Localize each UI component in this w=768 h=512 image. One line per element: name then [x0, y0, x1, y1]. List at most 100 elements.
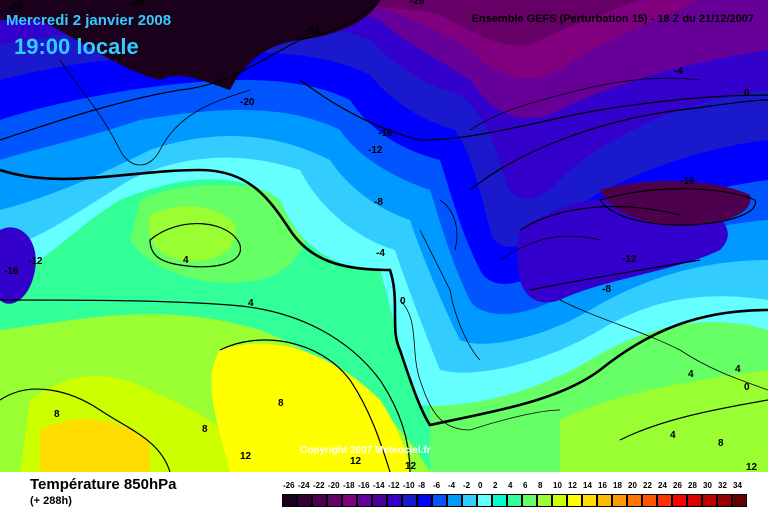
legend-tick-label: -18 [343, 481, 355, 490]
legend-tick-label: -14 [373, 481, 385, 490]
legend-swatch [612, 494, 627, 507]
legend-tick-label: -2 [463, 481, 471, 490]
field-title: Température 850hPa [30, 476, 177, 493]
isotherm-label: -8 [602, 284, 611, 295]
legend-tick-label: -16 [358, 481, 370, 490]
forecast-lead-time: (+ 288h) [30, 495, 72, 507]
forecast-date: Mercredi 2 janvier 2008 [6, 12, 172, 29]
legend-swatch [372, 494, 387, 507]
isotherm-label: -16 [680, 176, 695, 187]
legend-swatch [327, 494, 342, 507]
legend-tick-label: -20 [328, 481, 340, 490]
legend-tick-label: -22 [313, 481, 325, 490]
isotherm-label: 4 [688, 369, 694, 380]
isotherm-label: 0 [744, 382, 750, 393]
isotherm-label: -16 [4, 266, 19, 277]
legend-tick-label: -6 [433, 481, 441, 490]
isotherm-label: 0 [744, 88, 750, 99]
legend-swatch [492, 494, 507, 507]
legend-swatch [312, 494, 327, 507]
legend-swatch [417, 494, 432, 507]
legend-swatch [462, 494, 477, 507]
isotherm-label: 4 [670, 430, 676, 441]
legend-tick-label: 0 [478, 481, 483, 490]
legend-tick-label: 20 [628, 481, 637, 490]
isotherm-label: -28 [8, 2, 23, 13]
legend-tick-label: -26 [283, 481, 295, 490]
map-field [0, 0, 768, 472]
legend-swatch [567, 494, 582, 507]
legend-tick-label: 10 [553, 481, 562, 490]
isotherm-label: 8 [54, 409, 60, 420]
legend-swatch [387, 494, 402, 507]
coastlines [59, 59, 768, 431]
footer-bar: Température 850hPa (+ 288h) -26 -24 -22 -20… [0, 472, 768, 512]
isotherm-label: 8 [202, 424, 208, 435]
isotherm-label: -4 [376, 248, 385, 259]
isotherm-label: -12 [368, 145, 383, 156]
isotherm-label: 12 [746, 462, 758, 472]
isotherm-label: 12 [350, 456, 362, 467]
legend-tick-label: 34 [733, 481, 742, 490]
legend-tick-label: 16 [598, 481, 607, 490]
isotherm-label: 12 [240, 451, 252, 462]
isotherm-label: -28 [410, 0, 425, 7]
temperature-map: -28 -28 -24 -20 -20 -16 -12 -8 -4 0 -4 -16 -12 -8 0 -16… [0, 0, 768, 472]
legend-swatch [627, 494, 642, 507]
isotherm-label: 4 [248, 298, 254, 309]
legend-tick-label: -12 [388, 481, 400, 490]
legend-swatch [537, 494, 552, 507]
legend-swatch [702, 494, 717, 507]
model-run-info: Ensemble GEFS (Perturbation 15) - 18 Z d… [471, 13, 754, 25]
legend-swatch [672, 494, 687, 507]
legend-tick-label: -24 [298, 481, 310, 490]
copyright-notice: Copyright 2007 Meteociel.fr [300, 445, 431, 456]
isotherm-label: -20 [240, 97, 255, 108]
isotherm-label: 0 [400, 296, 406, 307]
legend-swatch [717, 494, 732, 507]
legend-tick-label: 28 [688, 481, 697, 490]
legend-swatch [582, 494, 597, 507]
isotherm-label: -24 [305, 26, 320, 37]
isotherm-label: 8 [278, 398, 284, 409]
legend-swatch [477, 494, 492, 507]
isotherm-label: -4 [674, 66, 683, 77]
legend-swatch [522, 494, 537, 507]
legend-tick-label: -8 [418, 481, 426, 490]
legend-tick-label: -10 [403, 481, 415, 490]
legend-swatch [447, 494, 462, 507]
isotherm-label: 8 [718, 438, 724, 449]
legend-swatch [732, 494, 747, 507]
legend-swatch [342, 494, 357, 507]
color-scale-legend: -26 -24 -22 -20 -18 -16 -14 -12 -10 -8 -6 -4 -2 0 2 4 6 8… [282, 480, 752, 508]
legend-swatch [552, 494, 567, 507]
legend-tick-label: 6 [523, 481, 528, 490]
legend-swatch [432, 494, 447, 507]
legend-swatch [282, 494, 297, 507]
legend-swatch [687, 494, 702, 507]
legend-tick-label: 32 [718, 481, 727, 490]
isotherm-label: -20 [130, 0, 145, 9]
legend-tick-label: 24 [658, 481, 667, 490]
isotherm-label: -16 [378, 128, 393, 139]
isotherm-label: 4 [735, 364, 741, 375]
isotherm-label: -8 [374, 197, 383, 208]
legend-tick-label: 12 [568, 481, 577, 490]
isotherm-label: 4 [183, 255, 189, 266]
isotherm-zero [0, 168, 768, 427]
legend-tick-label: 8 [538, 481, 543, 490]
legend-tick-label: 22 [643, 481, 652, 490]
legend-swatch [357, 494, 372, 507]
legend-tick-label: 14 [583, 481, 592, 490]
isotherm-label: -12 [622, 254, 637, 265]
legend-swatch [507, 494, 522, 507]
legend-tick-label: -4 [448, 481, 456, 490]
legend-tick-label: 4 [508, 481, 513, 490]
legend-swatch [402, 494, 417, 507]
legend-swatch [657, 494, 672, 507]
legend-swatch [597, 494, 612, 507]
legend-tick-label: 2 [493, 481, 498, 490]
legend-swatch [642, 494, 657, 507]
forecast-time: 19:00 locale [14, 34, 139, 59]
isotherm-label: -12 [28, 256, 43, 267]
